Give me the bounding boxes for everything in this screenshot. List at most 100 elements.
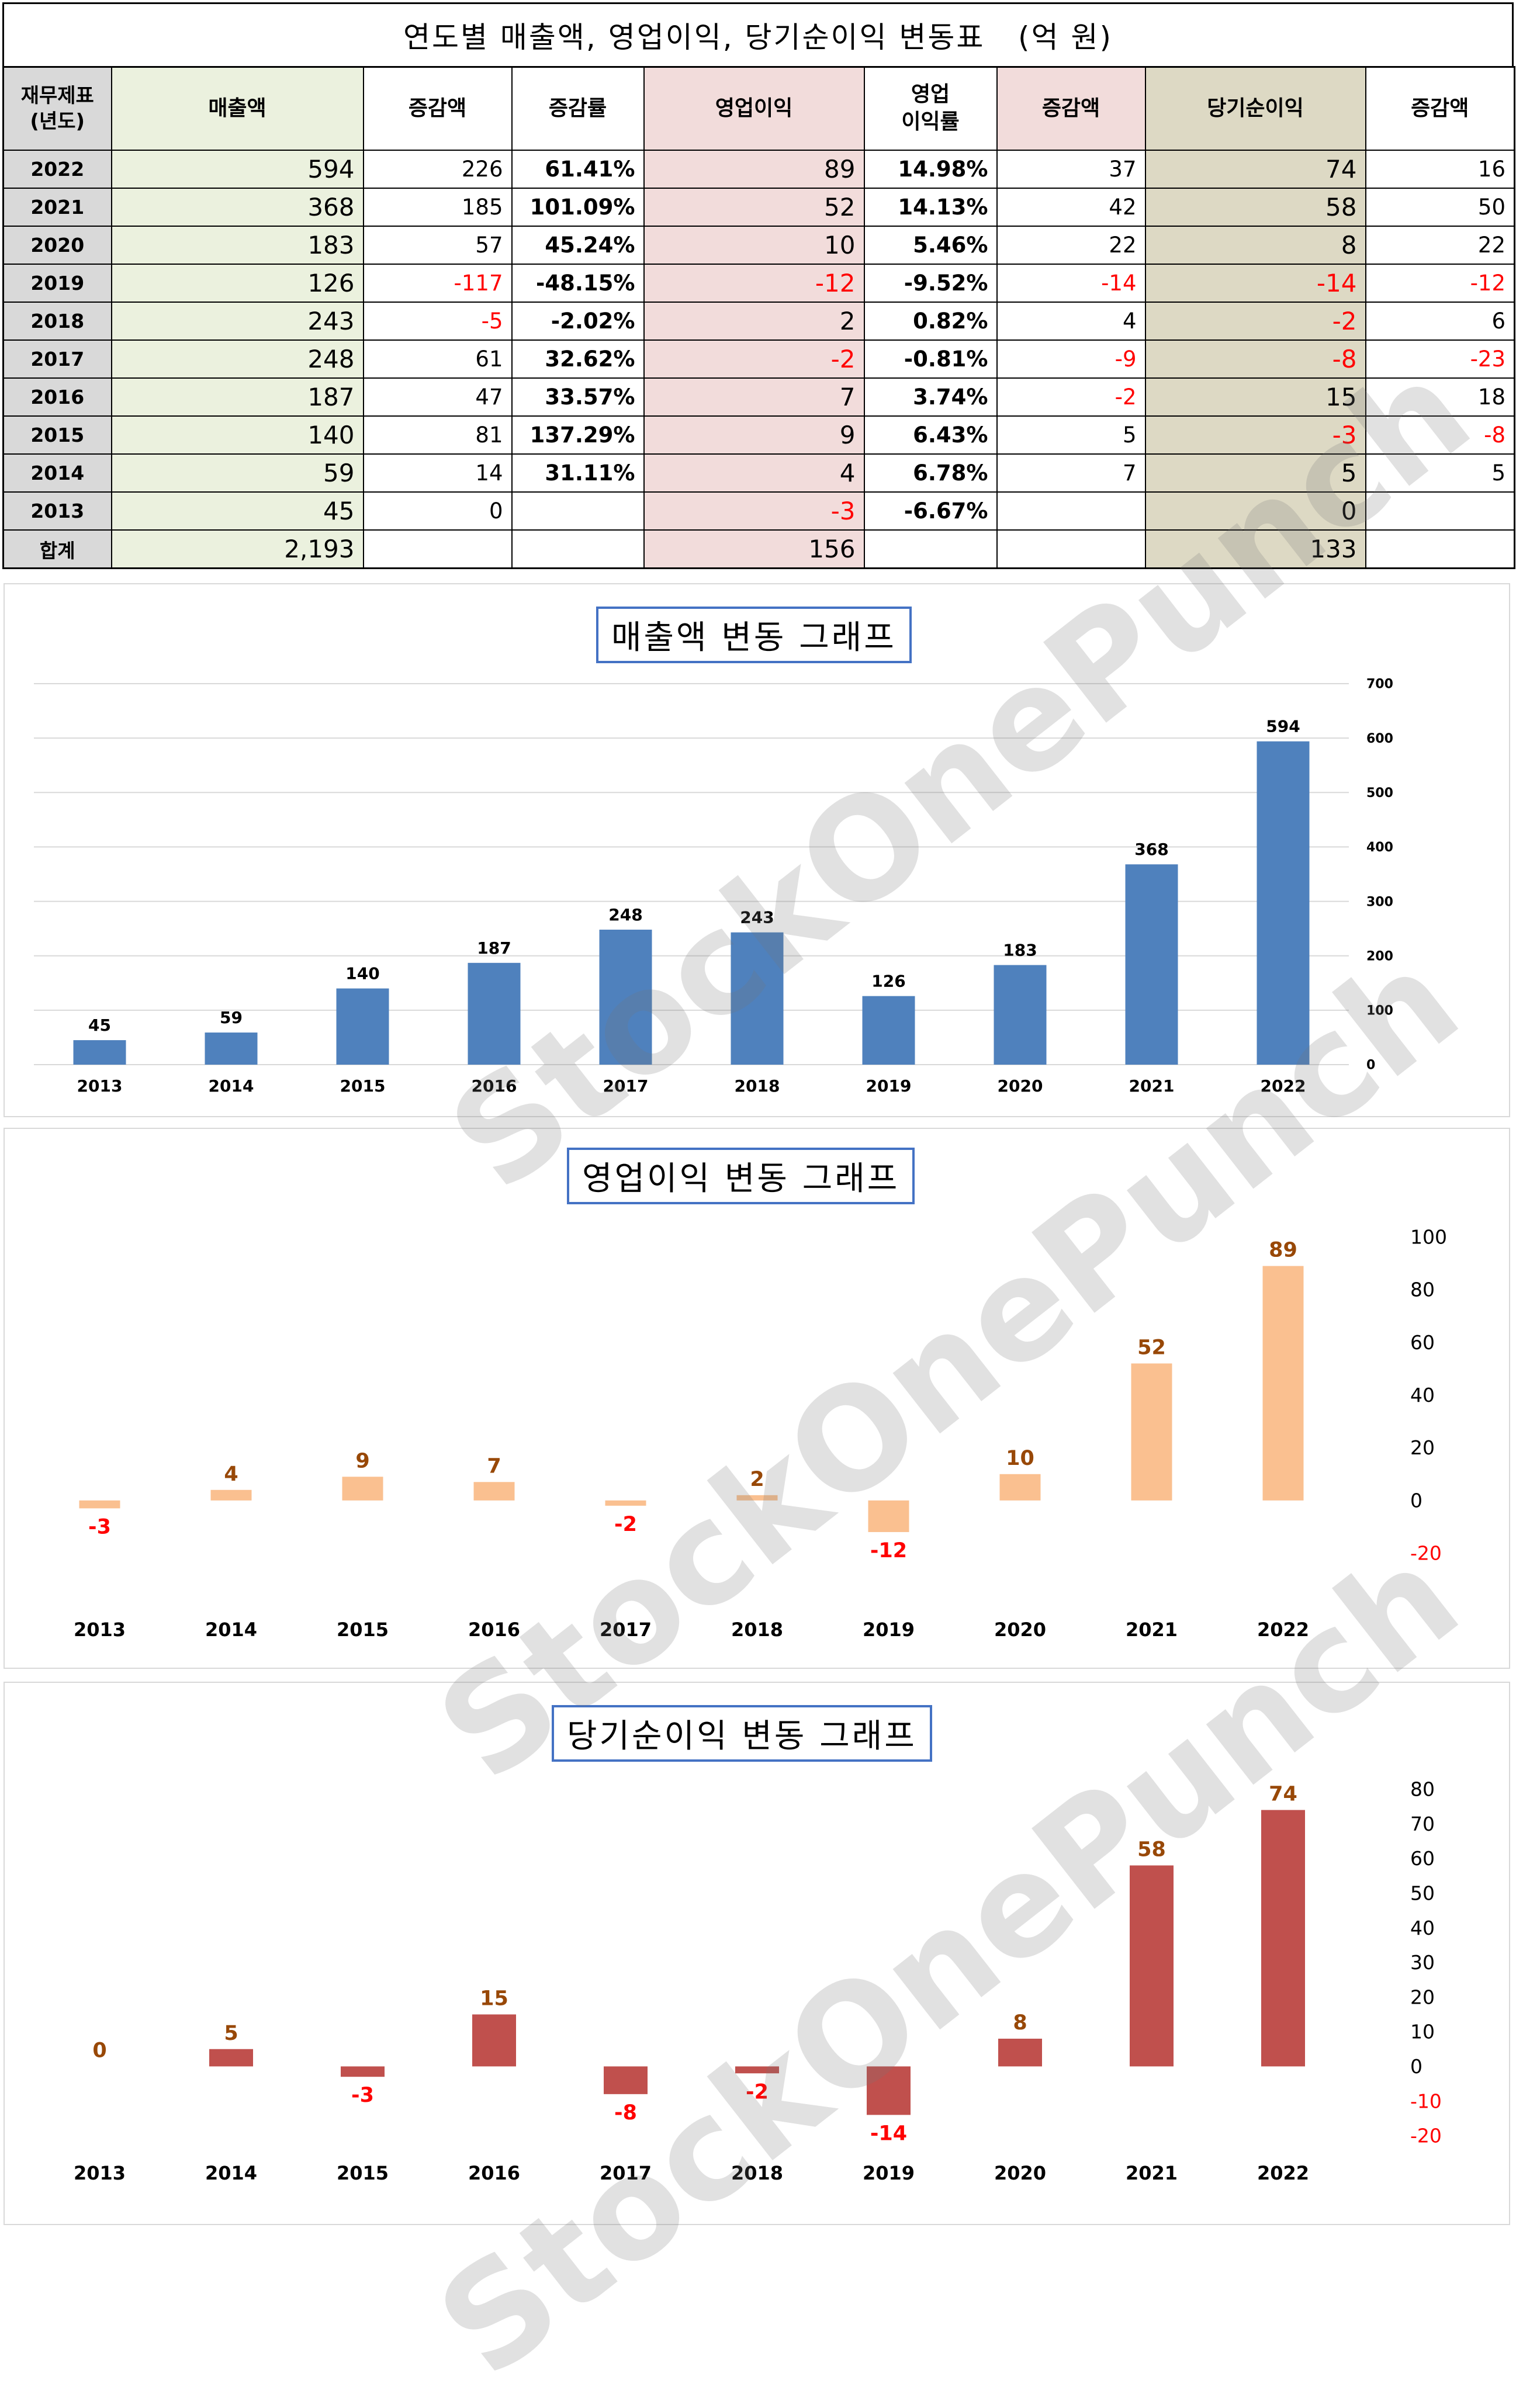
net-income-bar-chart: -20 -10 0 10 20 30 40 50 60 70 80 0 2013 5 2014 -3 2015 1…	[74, 1778, 1442, 2184]
cell-net-change: 22	[1365, 226, 1515, 265]
bar	[79, 1500, 120, 1509]
cell-net-income: 15	[1144, 377, 1366, 417]
cell-empty	[1365, 529, 1515, 569]
operating-profit-chart-title: 영업이익 변동 그래프	[567, 1148, 915, 1204]
cell-sales-change: 185	[362, 188, 513, 227]
financial-table: 재무제표 (년도) 매출액 증감액 증감률 영업이익 영업 이익률 증감액 당기…	[2, 66, 1515, 569]
x-tick-label: 2017	[600, 1619, 652, 1641]
cell-sales-change: 0	[362, 491, 513, 531]
x-tick-label: 2015	[337, 2162, 389, 2184]
bar	[73, 1040, 126, 1065]
cell-sales-rate: 32.62%	[511, 339, 645, 379]
sales-bar-chart: 0 100 200 300 400 500 600 700 45 2013 59 2014 140 201…	[34, 677, 1393, 1096]
table-row: 2015 140 81 137.29% 9 6.43% 5 -3 -8	[2, 415, 1515, 455]
data-label: 8	[1013, 2011, 1027, 2035]
cell-op-change: 37	[996, 150, 1146, 189]
cell-operating-margin: -6.67%	[863, 491, 998, 531]
cell-operating-margin: 14.13%	[863, 188, 998, 227]
cell-operating-profit: -3	[643, 491, 865, 531]
bar	[868, 1500, 909, 1532]
bar	[731, 932, 784, 1065]
y-tick-label: 200	[1366, 949, 1393, 964]
data-label: 243	[740, 908, 774, 927]
cell-net-change: 18	[1365, 377, 1515, 417]
x-tick-label: 2014	[209, 1076, 254, 1096]
cell-year: 2018	[2, 302, 112, 341]
x-tick-label: 2021	[1126, 2162, 1178, 2184]
y-tick-label: 400	[1366, 840, 1393, 855]
cell-op-change: 7	[996, 453, 1146, 493]
y-tick-label: 60	[1410, 1847, 1435, 1870]
data-label: -2	[746, 2080, 769, 2104]
bar	[1261, 1810, 1305, 2067]
cell-sales-rate: 33.57%	[511, 377, 645, 417]
y-tick-label: -20	[1410, 2125, 1442, 2147]
table-row: 2020 183 57 45.24% 10 5.46% 22 8 22	[2, 226, 1515, 265]
cell-sales: 45	[110, 491, 364, 531]
cell-operating-profit: 7	[643, 377, 865, 417]
bar	[1257, 741, 1310, 1065]
x-tick-label: 2013	[74, 2162, 126, 2184]
data-label: 594	[1266, 717, 1300, 736]
cell-net-income: 58	[1144, 188, 1366, 227]
data-label: 52	[1137, 1336, 1166, 1359]
data-label: -3	[351, 2084, 374, 2107]
cell-empty	[511, 529, 645, 569]
bar	[998, 2038, 1042, 2067]
bar	[994, 965, 1047, 1065]
y-tick-label: 30	[1410, 1951, 1435, 1974]
x-tick-label: 2016	[468, 1619, 520, 1641]
data-label: 7	[487, 1454, 501, 1478]
cell-operating-margin: 14.98%	[863, 150, 998, 189]
header-sales-change: 증감액	[362, 66, 513, 151]
cell-sales: 59	[110, 453, 364, 493]
x-tick-label: 2014	[205, 1619, 257, 1641]
cell-net-change: -8	[1365, 415, 1515, 455]
table-row: 2014 59 14 31.11% 4 6.78% 7 5 5	[2, 453, 1515, 493]
cell-operating-margin: -0.81%	[863, 339, 998, 379]
x-tick-label: 2015	[340, 1076, 386, 1096]
x-tick-label: 2018	[731, 2162, 783, 2184]
y-tick-label: -20	[1410, 1542, 1442, 1565]
cell-op-change	[996, 491, 1146, 531]
cell-sales: 248	[110, 339, 364, 379]
cell-sales: 183	[110, 226, 364, 265]
data-label: 183	[1003, 941, 1037, 960]
data-label: -12	[870, 1539, 907, 1562]
table-row: 2016 187 47 33.57% 7 3.74% -2 15 18	[2, 377, 1515, 417]
cell-operating-profit: -2	[643, 339, 865, 379]
cell-sales: 243	[110, 302, 364, 341]
header-net-income: 당기순이익	[1144, 66, 1366, 151]
bar	[599, 930, 652, 1065]
operating-profit-chart-panel: -20 0 20 40 60 80 100 -3 2013 4 2014 9 2015 7 2016 -2 20…	[4, 1128, 1510, 1669]
data-label: 4	[224, 1463, 238, 1486]
cell-year: 2013	[2, 491, 112, 531]
data-label: 59	[220, 1008, 243, 1027]
cell-total-label: 합계	[2, 529, 112, 569]
cell-operating-profit: 2	[643, 302, 865, 341]
table-row: 2013 45 0 -3 -6.67% 0	[2, 491, 1515, 531]
header-op-change: 증감액	[996, 66, 1146, 151]
y-tick-label: 0	[1366, 1058, 1375, 1073]
cell-year: 2014	[2, 453, 112, 493]
net-income-chart-title: 당기순이익 변동 그래프	[552, 1705, 932, 1762]
data-label: 45	[88, 1016, 111, 1035]
sales-chart-title: 매출액 변동 그래프	[596, 607, 912, 663]
table-header-row: 재무제표 (년도) 매출액 증감액 증감률 영업이익 영업 이익률 증감액 당기…	[2, 66, 1515, 151]
cell-empty	[996, 529, 1146, 569]
cell-sales-change: 61	[362, 339, 513, 379]
bar	[604, 2066, 648, 2094]
header-operating-profit: 영업이익	[643, 66, 865, 151]
cell-year: 2020	[2, 226, 112, 265]
table-body: 2022 594 226 61.41% 89 14.98% 37 74 16 2021 368 185…	[2, 150, 1515, 569]
y-tick-label: 80	[1410, 1279, 1435, 1301]
cell-sales-rate	[511, 491, 645, 531]
cell-sales-change: 81	[362, 415, 513, 455]
bar	[342, 1477, 383, 1501]
cell-sales-change: 47	[362, 377, 513, 417]
cell-operating-profit: 52	[643, 188, 865, 227]
cell-year: 2017	[2, 339, 112, 379]
x-tick-label: 2019	[863, 1619, 915, 1641]
y-tick-label: 50	[1410, 1882, 1435, 1904]
cell-op-change: -2	[996, 377, 1146, 417]
